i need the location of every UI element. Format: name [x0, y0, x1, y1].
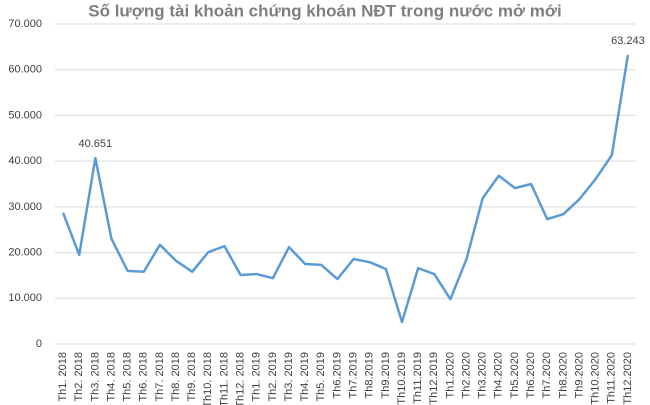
- x-tick-label: Th12. 2018: [235, 352, 247, 405]
- x-tick-label: Th11.2020: [606, 352, 618, 404]
- x-tick-label: Th2.2020: [460, 352, 472, 398]
- x-tick-label: Th4. 2019: [299, 352, 311, 402]
- x-tick-label: Th1. 2019: [251, 352, 263, 402]
- y-tick-label: 60.000: [8, 64, 42, 76]
- x-tick-label: Th5. 2019: [315, 352, 327, 402]
- data-label: 40.651: [79, 138, 113, 150]
- y-tick-label: 70.000: [8, 18, 42, 30]
- chart-title: Số lượng tài khoản chứng khoán NĐT trong…: [88, 1, 561, 20]
- x-tick-label: Th9.2019: [380, 352, 392, 398]
- x-tick-label: Th3. 2019: [283, 352, 295, 402]
- y-tick-label: 20.000: [8, 246, 42, 258]
- x-tick-label: Th9.2020: [573, 352, 585, 398]
- x-tick-label: Th5. 2018: [122, 352, 134, 402]
- x-tick-label: Th12.2020: [622, 352, 634, 405]
- x-tick-label: Th2. 2019: [267, 352, 279, 402]
- x-tick-label: Th4. 2018: [105, 352, 117, 402]
- x-tick-label: Th12.2019: [428, 352, 440, 405]
- data-label: 63.243: [611, 35, 645, 47]
- x-tick-label: Th10.2019: [396, 352, 408, 405]
- x-tick-label: Th8.2019: [364, 352, 376, 398]
- y-tick-label: 30.000: [8, 201, 42, 213]
- x-tick-label: Th1. 2018: [57, 352, 69, 402]
- x-tick-label: Th3. 2018: [89, 352, 101, 402]
- x-tick-label: Th10.2020: [590, 352, 602, 405]
- y-tick-label: 50.000: [8, 109, 42, 121]
- x-tick-label: Th3.2020: [477, 352, 489, 398]
- x-tick-label: Th7. 2018: [154, 352, 166, 402]
- x-tick-label: Th6.2020: [525, 352, 537, 398]
- x-tick-label: Th9. 2018: [186, 352, 198, 402]
- x-tick-label: Th7.2019: [347, 352, 359, 398]
- x-tick-label: Th8.2020: [557, 352, 569, 398]
- x-tick-label: Th11. 2018: [218, 352, 230, 405]
- y-tick-label: 40.000: [8, 155, 42, 167]
- x-tick-label: Th1.2020: [444, 352, 456, 398]
- x-tick-label: Th4.2020: [493, 352, 505, 398]
- x-tick-label: Th5.2020: [509, 352, 521, 398]
- x-tick-label: Th6.2019: [331, 352, 343, 398]
- y-tick-label: 10.000: [8, 292, 42, 304]
- x-tick-label: Th2. 2018: [73, 352, 85, 402]
- x-tick-label: Th7.2020: [541, 352, 553, 398]
- y-tick-label: 0: [36, 338, 42, 350]
- x-tick-label: Th10. 2018: [202, 352, 214, 405]
- x-tick-label: Th11.2019: [412, 352, 424, 404]
- line-series: [61, 54, 630, 324]
- x-tick-label: Th8. 2018: [170, 352, 182, 402]
- x-tick-label: Th6. 2018: [138, 352, 150, 402]
